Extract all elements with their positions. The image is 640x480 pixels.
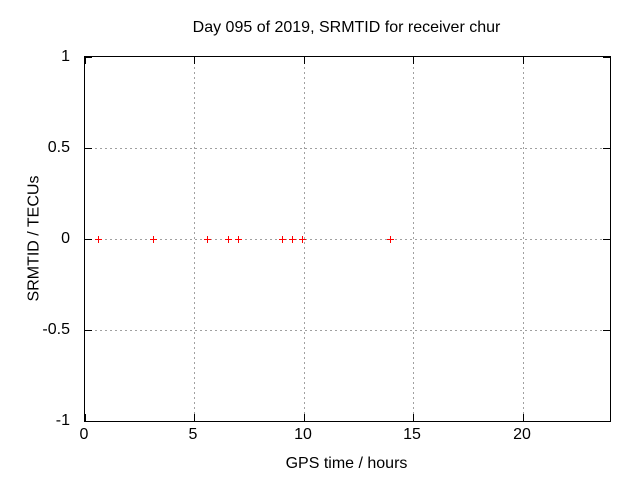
x-tick-bottom	[413, 414, 414, 421]
y-tick-right	[603, 421, 610, 422]
y-tick-right	[603, 57, 610, 58]
x-tick-top	[413, 57, 414, 64]
data-point	[299, 236, 306, 243]
x-axis-label: GPS time / hours	[285, 455, 408, 472]
grid-line-horizontal	[85, 239, 610, 240]
y-tick-left	[85, 239, 92, 240]
x-tick-top	[304, 57, 305, 64]
chart-title: Day 095 of 2019, SRMTID for receiver chu…	[192, 19, 501, 36]
x-tick-top	[523, 57, 524, 64]
x-tick-label: 10	[294, 426, 312, 443]
grid-line-vertical	[194, 57, 195, 421]
y-tick-left	[85, 148, 92, 149]
y-tick-label: -0.5	[42, 321, 70, 338]
data-point	[225, 236, 232, 243]
x-tick-bottom	[523, 414, 524, 421]
grid-line-horizontal	[85, 330, 610, 331]
x-tick-bottom	[85, 414, 86, 421]
x-tick-top	[85, 57, 86, 64]
y-tick-label: 0.5	[47, 139, 70, 156]
x-tick-label: 0	[79, 426, 89, 443]
x-tick-bottom	[194, 414, 195, 421]
data-point	[289, 236, 296, 243]
y-tick-right	[603, 148, 610, 149]
plot-area	[84, 56, 611, 422]
y-tick-left	[85, 330, 92, 331]
y-tick-label: -1	[55, 412, 70, 429]
grid-line-vertical	[413, 57, 414, 421]
y-tick-right	[603, 330, 610, 331]
y-tick-left	[85, 421, 92, 422]
y-tick-right	[603, 239, 610, 240]
y-tick-label: 1	[61, 48, 70, 65]
data-point	[387, 236, 394, 243]
y-tick-label: 0	[61, 230, 70, 247]
data-point	[235, 236, 242, 243]
data-point	[204, 236, 211, 243]
x-tick-top	[194, 57, 195, 64]
x-tick-label: 15	[403, 426, 421, 443]
grid-line-horizontal	[85, 148, 610, 149]
data-point	[279, 236, 286, 243]
x-tick-bottom	[304, 414, 305, 421]
data-point	[150, 236, 157, 243]
x-tick-label: 20	[513, 426, 531, 443]
grid-line-vertical	[523, 57, 524, 421]
y-tick-left	[85, 57, 92, 58]
data-point	[95, 236, 102, 243]
x-tick-label: 5	[188, 426, 198, 443]
